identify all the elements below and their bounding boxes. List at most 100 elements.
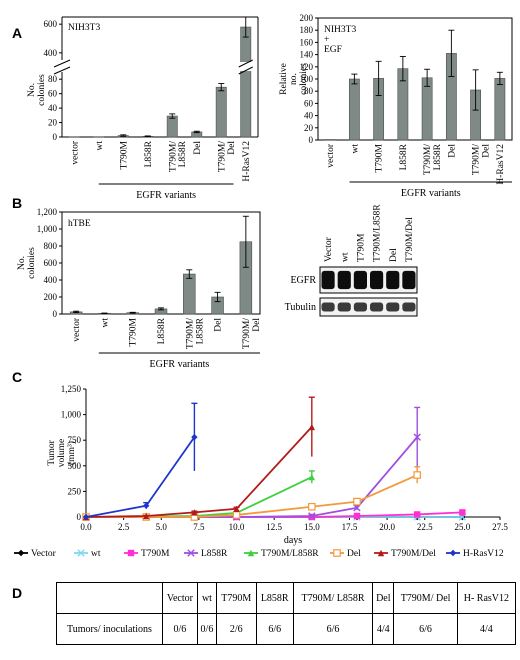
table-header-cell: T790M/ L858R [292, 582, 374, 614]
category-label-line: H-RasV12 [242, 141, 252, 182]
x-tick-label: 15.0 [304, 522, 320, 532]
category-label-line: T790M [129, 317, 139, 346]
legend-label: T790M/Del [391, 549, 436, 559]
table-cell: 4/4 [372, 613, 395, 645]
category-label: L858R [144, 140, 154, 167]
series-marker [232, 511, 241, 519]
legend-marker [449, 549, 457, 557]
series-marker [353, 497, 361, 506]
y-tick-label: 1,000 [37, 224, 58, 234]
y-tick-label: 1,200 [37, 207, 58, 217]
y-axis-label-line: Relative [279, 63, 289, 95]
category-label-line: T790M/ [242, 318, 252, 350]
blot-lane-label-line: T790M [356, 233, 366, 262]
legend-label: Del [347, 549, 361, 559]
series-marker [413, 471, 422, 479]
y-tick-label: 1,000 [61, 410, 82, 420]
chart-title-line: EGF [324, 45, 342, 55]
category-label: Del [447, 144, 457, 158]
y-tick-label: 180 [300, 25, 314, 35]
y-axis-label-line: volume [57, 439, 67, 468]
x-axis-label: days [284, 535, 302, 546]
y-tick-label: 80 [48, 74, 58, 84]
legend-marker [247, 549, 255, 557]
y-tick-label: 100 [300, 74, 314, 84]
blot-row-label: Tubulin [285, 302, 316, 313]
chart-c-tumor-volume: 0 250 500 750 1,000 1,250 0.0 2.5 5.0 7.5 10.0 12.5… [14, 384, 508, 559]
category-label: Del [214, 318, 224, 332]
y-tick-label: 250 [68, 486, 82, 496]
x-tick-label: 27.5 [492, 522, 508, 532]
category-label: T790M [375, 143, 385, 172]
axis-break-mark [53, 59, 71, 68]
category-label-line: L858R [433, 143, 443, 170]
blot-band [321, 270, 335, 290]
x-tick-label: 10.0 [229, 522, 245, 532]
blot-band [353, 302, 367, 312]
blot-band [337, 302, 351, 312]
category-label: vector [70, 140, 80, 165]
category-label-line: Del [193, 141, 203, 155]
category-label-line: L858R [178, 140, 188, 167]
table-cell: 0/6 [161, 613, 198, 645]
y-axis-label-line: colonies [27, 247, 37, 279]
table-cell: 4/4 [456, 613, 517, 645]
y-tick-label: 120 [300, 62, 314, 72]
legend-marker [17, 549, 25, 557]
blot-lane-label: Del [389, 248, 399, 262]
axis-break-gap [54, 62, 70, 71]
y-tick-label: 200 [300, 13, 314, 23]
legend-label: Vector [31, 549, 57, 559]
table-header-cell: T790M [215, 582, 257, 614]
category-label: wt [95, 141, 105, 151]
chart-title: NIH3T3 + EGF [324, 25, 356, 55]
x-tick-label: 0.0 [80, 522, 92, 532]
blot-lane-label-line: wt [340, 252, 350, 262]
blot-band [321, 302, 335, 312]
category-label: H-RasV12 [496, 144, 506, 185]
y-axis-label-line: No. [17, 256, 27, 270]
chart-title: NIH3T3 [68, 23, 100, 33]
table-cell: 6/6 [255, 613, 294, 645]
blot-band [386, 270, 400, 290]
bar [240, 26, 252, 138]
category-label-line: vector [70, 140, 80, 165]
series-line [86, 474, 418, 518]
plot-frame [61, 211, 261, 315]
axis-break-mark [238, 66, 253, 75]
y-tick-label: 600 [44, 258, 58, 268]
series-marker [82, 513, 90, 521]
y-tick-label: 1,250 [61, 384, 82, 394]
x-tick-label: 25.0 [454, 522, 470, 532]
panel-label-a: A [12, 25, 22, 41]
category-label-line: Del [447, 144, 457, 158]
category-label-line: T790M/ [185, 318, 195, 350]
series-marker [308, 502, 316, 511]
panel-label-b: B [12, 195, 22, 211]
series-marker [459, 509, 466, 516]
bar [166, 115, 178, 138]
bar [348, 78, 360, 141]
blot-band [370, 302, 384, 312]
category-label: L858R [157, 317, 167, 344]
chart-title: hTBE [68, 219, 91, 229]
legend-label: L858R [201, 549, 228, 559]
y-tick-label: 40 [304, 111, 314, 121]
category-label: T790M/L858R [185, 317, 205, 349]
legend-marker [377, 549, 385, 557]
western-blot: Vector wt T790M T790M/L858R Del T790M/Del EGFR… [285, 204, 418, 317]
series-marker [308, 423, 316, 431]
series-marker [233, 505, 240, 513]
category-label: T790M/L858R [168, 140, 188, 172]
y-axis-label-line: no. [289, 73, 299, 85]
legend-label: wt [91, 549, 101, 559]
series-marker [191, 433, 198, 441]
bar [215, 86, 227, 138]
y-tick-label: 800 [44, 241, 58, 251]
category-label: T790M [119, 140, 129, 169]
x-tick-label: 2.5 [118, 522, 130, 532]
legend-marker-stroke [77, 549, 85, 557]
y-axis-label: Tumorvolume(mm³) [47, 439, 77, 468]
blot-band [402, 270, 416, 290]
